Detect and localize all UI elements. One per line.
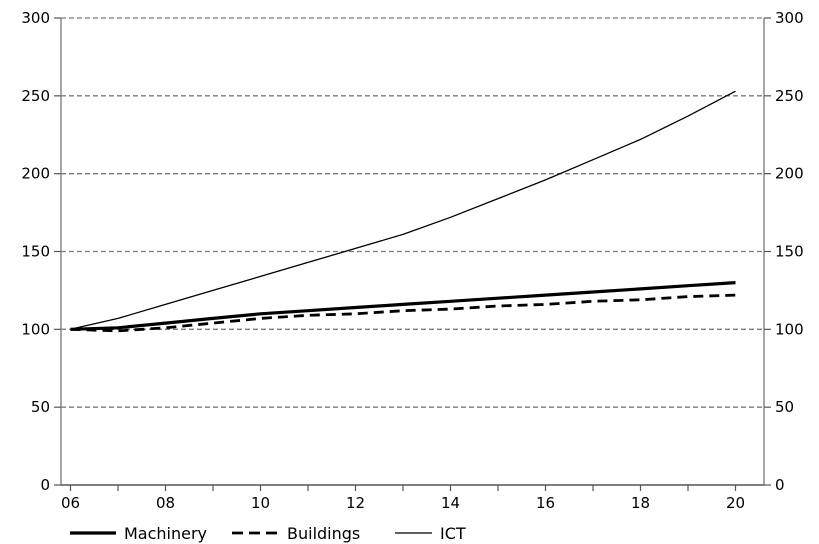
y-tick-label-right: 100 (775, 320, 804, 338)
y-tick-label-left: 300 (21, 9, 50, 27)
y-tick-label-left: 100 (21, 320, 50, 338)
legend-label-buildings: Buildings (287, 524, 360, 543)
x-tick-label: 08 (156, 494, 175, 512)
x-ticks: 06 08 10 12 14 16 18 20 (61, 485, 745, 512)
series-line-machinery (70, 281, 736, 331)
y-tick-label-left: 250 (21, 87, 50, 105)
x-tick-label: 12 (346, 494, 365, 512)
x-tick-label: 06 (61, 494, 80, 512)
y-tick-label-right: 200 (775, 165, 804, 183)
y-tick-label-right: 50 (775, 398, 794, 416)
x-tick-label: 18 (631, 494, 650, 512)
x-tick-label: 20 (726, 494, 745, 512)
y-tick-label-right: 150 (775, 243, 804, 261)
y-tick-label-left: 0 (40, 476, 50, 494)
x-tick-label: 14 (441, 494, 460, 512)
legend: Machinery Buildings ICT (70, 524, 466, 543)
y-tick-label-right: 0 (775, 476, 785, 494)
x-tick-label: 16 (536, 494, 555, 512)
series-lines (70, 90, 736, 333)
y-tick-label-right: 300 (775, 9, 804, 27)
y-tick-label-right: 250 (775, 87, 804, 105)
gridlines (61, 17, 764, 408)
x-tick-label: 10 (251, 494, 270, 512)
legend-label-ict: ICT (440, 524, 466, 543)
y-tick-label-left: 150 (21, 243, 50, 261)
y-ticks: 0 0 50 50 100 100 150 150 200 200 250 250 300 300 (21, 9, 803, 494)
series-line-buildings (70, 293, 736, 333)
y-tick-label-left: 50 (31, 398, 50, 416)
y-tick-label-left: 200 (21, 165, 50, 183)
series-line-ict (70, 90, 736, 330)
legend-label-machinery: Machinery (124, 524, 207, 543)
